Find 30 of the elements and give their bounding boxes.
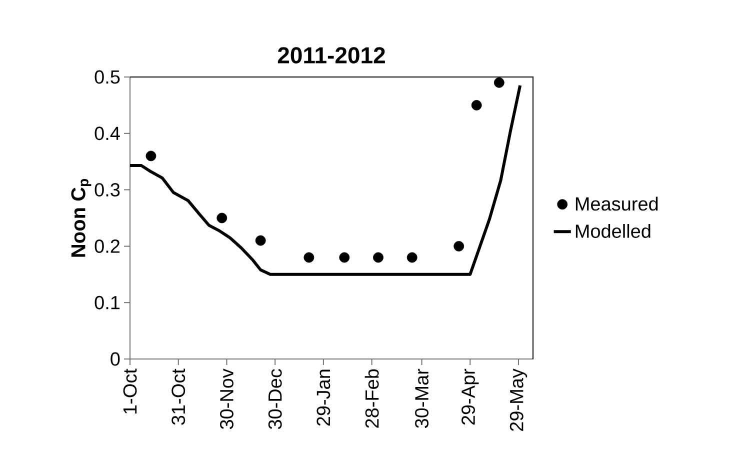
y-tick-label: 0.5 bbox=[94, 70, 120, 84]
y-tick-label: 0.4 bbox=[94, 126, 120, 140]
line-series bbox=[128, 84, 522, 276]
x-tick-label: 29-Jan bbox=[316, 370, 330, 426]
point bbox=[494, 77, 504, 88]
legend-label: Measured bbox=[576, 196, 658, 211]
x-tick-label: 28-Feb bbox=[364, 369, 379, 428]
point bbox=[373, 252, 384, 263]
y-tick-label: 0.1 bbox=[94, 296, 120, 310]
x-tick-label: 31-Oct bbox=[172, 368, 186, 425]
point bbox=[304, 252, 314, 263]
point bbox=[146, 150, 156, 162]
point bbox=[406, 252, 418, 263]
x-tick-label: 30-Nov bbox=[220, 368, 234, 430]
y-tick-label: 0.3 bbox=[94, 183, 120, 197]
chart-title: 2011-2012 bbox=[278, 47, 385, 64]
x-tick-label: 30-Mar bbox=[415, 368, 429, 428]
y-axis-title: Noon C$_{p}$ bbox=[71, 178, 92, 257]
point bbox=[339, 252, 350, 263]
x-tick-label: 29-Apr bbox=[462, 368, 479, 425]
point bbox=[255, 235, 266, 246]
x-tick-label: 1-Oct bbox=[123, 368, 137, 414]
x-tick-label: 29-May bbox=[510, 368, 528, 431]
legend-label: Modelled bbox=[576, 224, 650, 238]
x-tick-label: 30-Dec bbox=[268, 369, 282, 430]
point bbox=[471, 100, 482, 110]
y-tick-label: 0 bbox=[110, 352, 120, 366]
y-tick-label: 0.2 bbox=[94, 239, 120, 253]
point bbox=[454, 240, 464, 252]
point bbox=[216, 212, 228, 224]
